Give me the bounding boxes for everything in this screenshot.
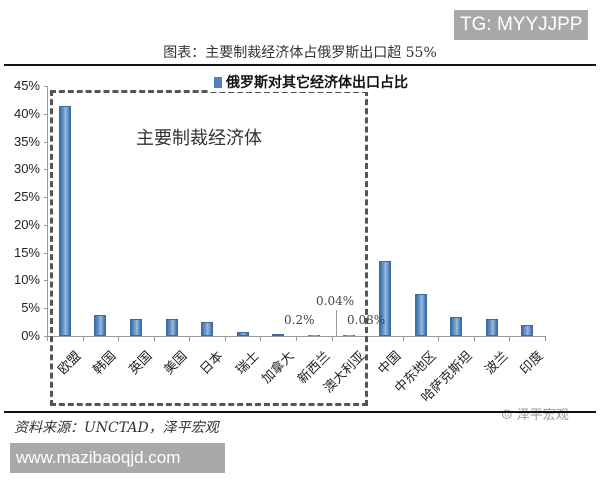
x-category-label: 英国	[126, 348, 156, 378]
y-tick-label: 20%	[13, 216, 40, 232]
x-tick	[296, 336, 297, 341]
x-tick	[82, 336, 84, 341]
y-tick-label: 45%	[13, 78, 40, 93]
bar-0	[58, 106, 71, 336]
bar-2	[129, 319, 142, 336]
bar-6	[272, 334, 285, 336]
y-axis	[47, 86, 48, 336]
y-tick-label: 0%	[21, 328, 40, 343]
y-tick-label: 15%	[13, 244, 40, 260]
bottom-rule	[4, 411, 596, 413]
x-tick	[224, 336, 226, 341]
legend: 俄罗斯对其它经济体出口占比	[210, 72, 412, 92]
bar-9	[378, 261, 391, 336]
x-tick	[438, 336, 440, 341]
bar-1	[94, 314, 107, 336]
x-category-label: 波兰	[482, 348, 512, 378]
y-tick	[44, 336, 48, 337]
x-tick	[331, 336, 333, 341]
nz-leader-line	[336, 310, 337, 336]
top-rule	[4, 64, 596, 66]
legend-label: 俄罗斯对其它经济体出口占比	[226, 75, 408, 91]
bar-4	[201, 321, 214, 336]
x-tick	[509, 336, 511, 341]
x-category-label: 印度	[517, 348, 547, 378]
y-tick	[44, 197, 48, 199]
watermark-telegram: TG: MYYJJPP	[454, 10, 588, 40]
y-tick-label: 35%	[13, 133, 40, 149]
y-tick-label: 5%	[21, 300, 40, 316]
y-tick-label: 25%	[13, 189, 40, 205]
bar-3	[165, 319, 178, 336]
y-tick	[44, 224, 48, 226]
y-tick-label: 30%	[13, 161, 40, 177]
bar-8	[343, 335, 356, 336]
x-tick	[402, 336, 404, 341]
brand-watermark: ☺ 泽平宏观	[498, 404, 572, 423]
x-tick	[260, 336, 262, 341]
x-category-label: 加拿大	[259, 348, 298, 388]
bar-5	[236, 331, 249, 336]
x-tick	[118, 336, 120, 341]
y-tick	[44, 141, 48, 143]
y-tick	[44, 280, 48, 282]
y-tick	[44, 308, 48, 310]
nz-value-label: 0.04%	[316, 294, 355, 308]
y-tick-label: 40%	[13, 105, 40, 121]
chart-title: 图表：主要制裁经济体占俄罗斯出口超 55%	[163, 45, 437, 61]
watermark-url: www.mazibaoqjd.com	[10, 443, 225, 473]
y-tick	[44, 169, 48, 171]
x-tick	[367, 336, 369, 341]
bar-13	[521, 324, 534, 336]
x-category-label: 美国	[161, 348, 191, 378]
y-tick	[44, 252, 48, 254]
x-tick	[47, 336, 48, 341]
box-label: 主要制裁经济体	[136, 128, 262, 149]
bar-10	[414, 293, 427, 336]
x-category-label: 欧盟	[55, 348, 85, 378]
y-tick	[44, 86, 48, 87]
bar-11	[450, 316, 463, 336]
bar-12	[485, 318, 498, 336]
x-category-label: 日本	[197, 348, 227, 378]
canada-value-label: 0.2%	[284, 313, 315, 327]
source-note: 资料来源：UNCTAD，泽平宏观	[14, 420, 219, 436]
x-tick	[473, 336, 475, 341]
bar-7	[307, 335, 320, 336]
legend-swatch-icon	[214, 77, 222, 88]
x-tick	[153, 336, 155, 341]
x-tick	[189, 336, 191, 341]
y-tick	[44, 113, 48, 115]
australia-value-label: 0.08%	[347, 313, 386, 327]
x-category-label: 韩国	[90, 348, 120, 378]
x-tick	[545, 336, 546, 341]
y-tick-label: 10%	[13, 272, 40, 288]
